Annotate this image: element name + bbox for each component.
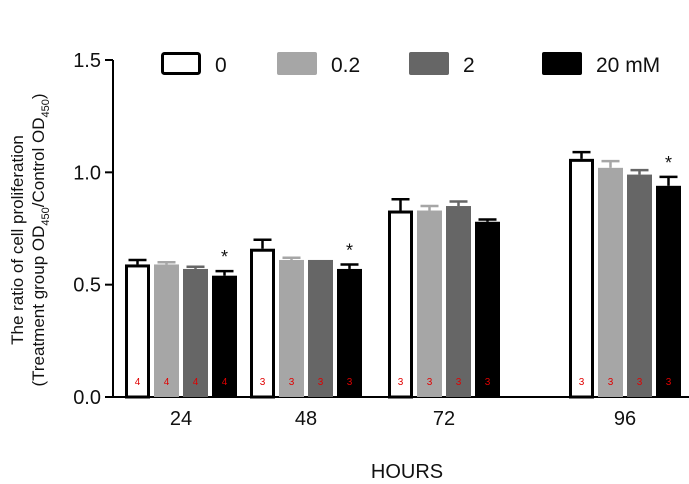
y-axis-title: The ratio of cell proliferation (Treatme…: [8, 93, 52, 386]
x-tick-label: 48: [295, 408, 317, 430]
x-axis-title: HOURS: [371, 461, 443, 483]
legend-item: 0: [161, 52, 227, 77]
bar: [154, 264, 179, 397]
significance-marker: *: [221, 247, 228, 267]
sample-size-label: 3: [427, 377, 433, 388]
bar: [598, 167, 623, 397]
sample-size-label: 3: [347, 377, 353, 388]
y-tick-label: 1.0: [73, 162, 101, 184]
legend-label: 2: [463, 54, 475, 77]
sample-size-label: 3: [260, 377, 266, 388]
y-axis-title-line1: The ratio of cell proliferation: [8, 135, 27, 345]
x-tick-label: 96: [614, 408, 636, 430]
bar: [337, 268, 362, 397]
x-tick-label: 24: [170, 408, 192, 430]
significance-marker: *: [665, 153, 672, 173]
legend-item: 2: [409, 52, 475, 77]
bar: [250, 248, 275, 399]
sample-size-label: 4: [135, 377, 141, 388]
y-axis-title-line2: (Treatment group OD450/Control OD450): [29, 93, 52, 386]
sample-size-label: 3: [666, 377, 672, 388]
sample-size-label: 4: [222, 377, 228, 388]
bar: [279, 259, 304, 397]
legend: 0 0.2 2 20 mM: [161, 52, 660, 77]
sample-size-label: 3: [637, 377, 643, 388]
legend-item: 0.2: [277, 52, 360, 77]
bar: [125, 264, 150, 399]
sample-size-label: 3: [318, 377, 324, 388]
y-tick-label: 0.5: [73, 275, 101, 297]
sample-size-label: 3: [579, 377, 585, 388]
bar: [308, 259, 333, 397]
sample-size-label: 3: [608, 377, 614, 388]
y-tick-label: 1.5: [73, 50, 101, 72]
bar: [417, 210, 442, 397]
x-tick-label: 72: [433, 408, 455, 430]
legend-swatch: [409, 52, 449, 75]
significance-marker: *: [346, 240, 353, 260]
bar: [446, 206, 471, 397]
sample-size-label: 4: [193, 377, 199, 388]
bar: [212, 275, 237, 397]
legend-label: 0: [215, 54, 227, 77]
y-tick-label: 0.0: [73, 387, 101, 409]
bar: [627, 174, 652, 397]
legend-item: 20 mM: [542, 52, 660, 77]
legend-label: 20 mM: [596, 54, 660, 77]
legend-swatch: [161, 52, 201, 75]
bar: [475, 221, 500, 397]
legend-label: 0.2: [331, 54, 360, 77]
sample-size-label: 4: [164, 377, 170, 388]
bar: [656, 185, 681, 397]
bars: 4 4 4 4 * 24 3 3 3 3 * 48 3 3 3 3 72 3 3 3 3 * 96: [125, 150, 681, 430]
bar: [569, 158, 594, 399]
sample-size-label: 3: [398, 377, 404, 388]
sample-size-label: 3: [485, 377, 491, 388]
legend-swatch: [277, 52, 317, 75]
bar: [388, 210, 413, 399]
bar: [183, 268, 208, 397]
sample-size-label: 3: [456, 377, 462, 388]
sample-size-label: 3: [289, 377, 295, 388]
legend-swatch: [542, 52, 582, 75]
